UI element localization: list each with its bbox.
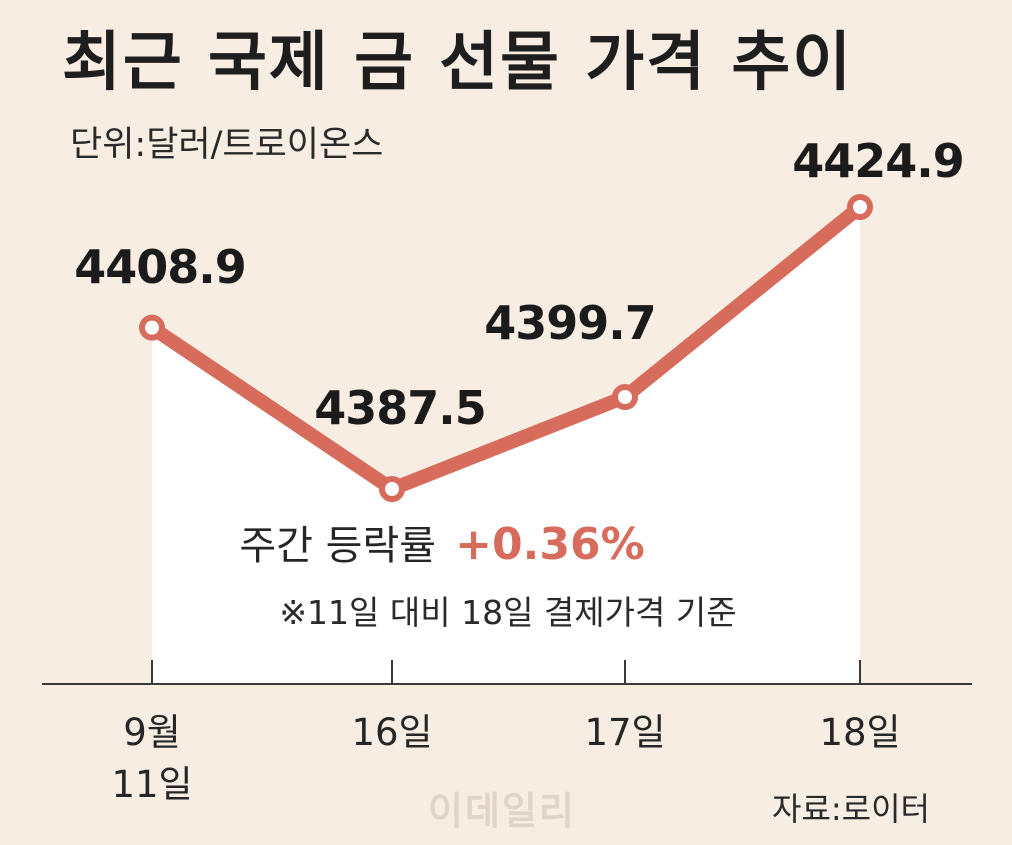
x-tick-label-4: 18일 (819, 711, 900, 754)
x-tick-group (151, 660, 861, 684)
chart-title: 최근 국제 금 선물 가격 추이 (62, 26, 854, 100)
unit-label: 단위:달러/트로이온스 (70, 125, 384, 165)
data-point-3 (612, 384, 638, 411)
data-point-group (139, 194, 873, 502)
data-point-2 (379, 476, 405, 502)
x-tick-label-3: 17일 (584, 711, 665, 754)
annotation-change-value: +0.36% (455, 519, 645, 570)
annotation-note: ※11일 대비 18일 결제가격 기준 (279, 593, 736, 632)
value-label-3: 4399.7 (484, 296, 656, 350)
annotation-change: 주간 등락률 +0.36% (239, 519, 644, 570)
annotation-change-label: 주간 등락률 (239, 523, 436, 569)
series-line (145, 200, 867, 496)
value-label-2: 4387.5 (314, 381, 486, 435)
x-tick-label-2: 16일 (351, 711, 432, 754)
value-label-group: 4408.9 4387.5 4399.7 4424.9 (74, 134, 965, 435)
value-label-1: 4408.9 (74, 240, 246, 294)
series-line-group (145, 200, 867, 496)
value-label-4: 4424.9 (792, 134, 964, 188)
data-point-1 (139, 314, 165, 341)
data-point-4 (847, 194, 873, 220)
source-label: 자료:로이터 (772, 790, 930, 828)
watermark-logo: 이데일리 (428, 789, 576, 833)
x-tick-label-1: 9월 11일 (111, 711, 192, 806)
x-tick-label-group: 9월 11일 16일 17일 18일 (111, 711, 900, 806)
